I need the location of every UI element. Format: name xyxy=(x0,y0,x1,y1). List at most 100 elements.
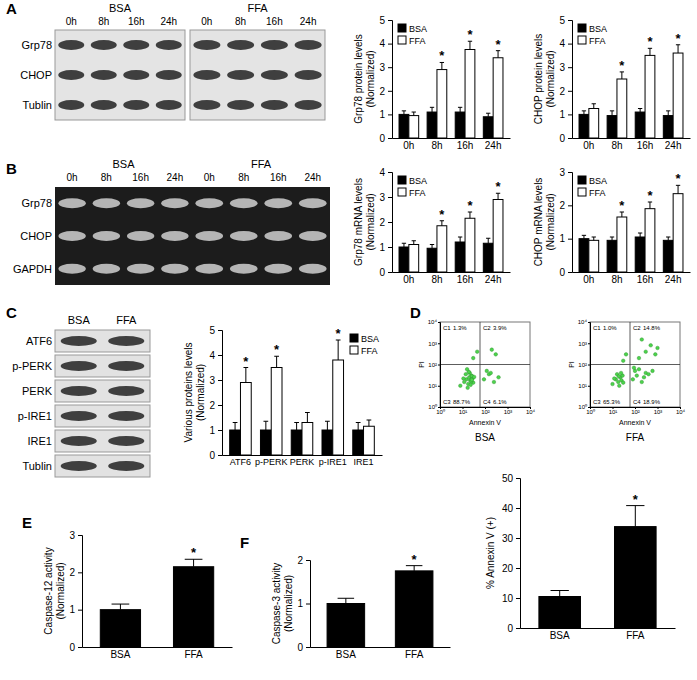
bar-chart: *012BSAFFACaspase-3 activity(Normalized) xyxy=(271,552,451,660)
bar xyxy=(483,117,493,138)
axis-title-line: (Normalized) xyxy=(283,575,294,632)
blot-band xyxy=(156,40,182,50)
plot-area xyxy=(440,322,530,407)
error-bar-stem xyxy=(403,111,404,115)
error-bar xyxy=(582,235,586,238)
axis-title-line: (Normalized) xyxy=(545,50,556,107)
tick: 10³ xyxy=(578,341,590,347)
axis-title-line: Grp78 protein levels xyxy=(353,34,364,124)
significance-mark: * xyxy=(496,37,502,52)
tick-label: 0 xyxy=(379,133,385,144)
blot-band xyxy=(193,40,220,50)
tick-label: 40 xyxy=(502,503,514,514)
tick-mark xyxy=(568,205,572,206)
tick: BSA xyxy=(110,647,130,660)
blot-band xyxy=(58,40,84,50)
point xyxy=(469,383,473,387)
lane-label: 8h xyxy=(101,172,112,183)
blot-band xyxy=(127,231,154,241)
error-bar-stem xyxy=(193,559,194,566)
tick-label: 10³ xyxy=(578,341,587,347)
blot-background xyxy=(55,30,185,120)
tick: 10² xyxy=(428,362,440,368)
tick-mark xyxy=(388,247,392,248)
lane-label: 24h xyxy=(300,16,317,27)
point xyxy=(475,350,479,354)
tick-label: 0 xyxy=(507,623,513,634)
lane-label: 0h xyxy=(67,172,78,183)
error-bar xyxy=(112,604,130,610)
blot-band xyxy=(299,264,327,274)
bar xyxy=(645,209,655,272)
tick-label: 10³ xyxy=(504,409,513,415)
tick-label: 10² xyxy=(631,409,640,415)
blot-band xyxy=(195,231,223,241)
tick: 16h xyxy=(457,138,474,151)
point xyxy=(631,378,635,382)
blot-band xyxy=(123,70,149,80)
significance-mark: * xyxy=(439,207,445,222)
tick-label: 5 xyxy=(379,15,385,26)
lane-label: 16h xyxy=(266,16,283,27)
tick-label: 1 xyxy=(379,242,385,253)
tick-label: 2 xyxy=(69,567,75,578)
error-bar-stem xyxy=(559,591,560,597)
tick-label: 5 xyxy=(559,15,565,26)
tick-label: 10⁴ xyxy=(526,409,536,415)
blot-band xyxy=(227,70,254,80)
blot-band xyxy=(61,411,97,421)
tick-mark xyxy=(438,386,440,387)
error-bar-cap xyxy=(458,107,462,108)
tick: p-IRE1 xyxy=(319,455,347,467)
tick-label: FFA xyxy=(405,649,424,660)
blot-background xyxy=(55,330,150,352)
axis: 01234 xyxy=(379,167,392,278)
legend-entry: BSA xyxy=(350,334,379,344)
axis: BSA FFA xyxy=(83,647,233,660)
blot: BSA0h8h16h24hFFA0h8h16h24hGrp78CHOPTubli… xyxy=(20,2,325,120)
error-bar-stem xyxy=(358,423,359,431)
tick-label: 16h xyxy=(637,274,654,285)
tick: 0 xyxy=(507,623,520,634)
tick: p-PERK xyxy=(255,455,288,467)
tick: 0 xyxy=(209,450,222,461)
significance-mark: * xyxy=(243,354,249,369)
error-bar-stem xyxy=(635,506,636,527)
tick: 5 xyxy=(209,325,222,336)
error-bar-cap xyxy=(412,240,416,241)
tick-mark xyxy=(388,222,392,223)
tick: 2 xyxy=(297,555,310,566)
tick-label: ATF6 xyxy=(230,457,251,467)
tick: 24h xyxy=(665,272,682,285)
quadrant-value: 1.0% xyxy=(603,325,617,331)
tick-label: 10⁴ xyxy=(578,319,588,325)
tick: 3 xyxy=(559,167,572,178)
tick-label: 4 xyxy=(379,167,385,178)
tick: 8h xyxy=(611,272,622,285)
tick: 24h xyxy=(485,138,502,151)
significance-mark: * xyxy=(274,342,280,357)
tick-label: PERK xyxy=(290,457,315,467)
plot-area xyxy=(579,185,683,272)
tick-label: 8h xyxy=(611,140,622,151)
tick-label: FFA xyxy=(184,649,203,660)
tick: 5 xyxy=(559,15,572,26)
axis-line xyxy=(393,138,511,139)
tick-label: 0h xyxy=(403,274,414,285)
error-bar-stem xyxy=(120,604,121,610)
error-bar xyxy=(243,368,248,383)
tick-mark xyxy=(588,343,590,344)
error-bar-stem xyxy=(245,368,246,383)
bar-chart: ***0123450h8h16h24hGrp78 protein levels(… xyxy=(353,15,511,151)
error-bar-stem xyxy=(488,238,489,243)
bar-chart: ***012345ATF6p-PERKPERKp-IRE1IRE1Various… xyxy=(183,325,383,468)
axis-line xyxy=(573,138,691,139)
error-bar xyxy=(468,41,472,49)
point xyxy=(492,380,496,384)
bar xyxy=(589,109,599,139)
point xyxy=(611,382,615,386)
legend-label: FFA xyxy=(409,188,426,198)
blot-band xyxy=(58,100,84,110)
panel-label: E xyxy=(22,514,32,531)
tick: 30 xyxy=(502,533,520,544)
